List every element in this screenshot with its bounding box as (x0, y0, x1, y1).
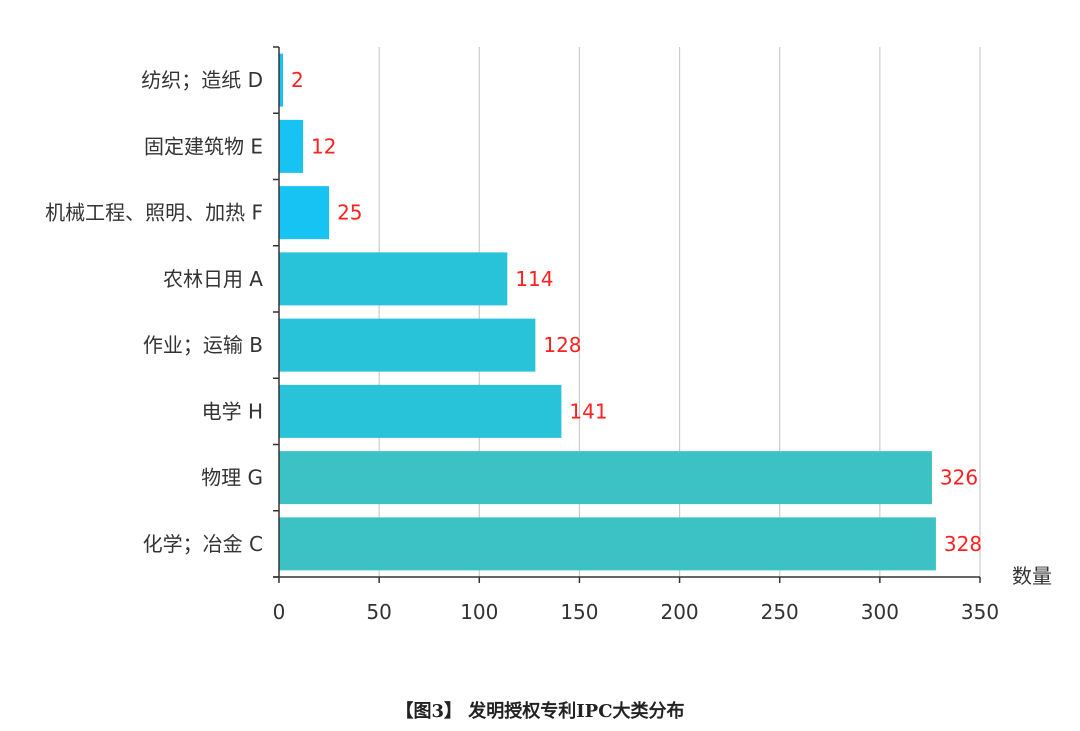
bar-1 (279, 119, 304, 173)
category-label-3: 农林日用 A (163, 267, 263, 291)
category-label-4: 作业；运输 B (143, 333, 263, 357)
data-label-0: 2 (291, 68, 304, 92)
bar-chart: 2 纺织；造纸 D 12 固定建筑物 E 25 机械工程、照明、加热 F 114 农林日用 A… (45, 46, 1052, 624)
x-tick-label-7: 350 (961, 600, 999, 624)
category-label-5: 电学 H (202, 399, 263, 423)
x-tick-label-5: 250 (761, 600, 799, 624)
data-label-3: 114 (515, 267, 553, 291)
category-label-6: 物理 G (201, 466, 263, 490)
x-tick-label-4: 200 (660, 600, 698, 624)
bar-7 (279, 517, 936, 571)
x-tick-label-0: 0 (273, 600, 286, 624)
bar-3 (279, 252, 508, 306)
bar-5 (279, 384, 562, 438)
x-tick-label-1: 50 (366, 600, 391, 624)
category-label-7: 化学；冶金 C (143, 532, 263, 556)
bar-2 (279, 186, 330, 240)
data-label-1: 12 (311, 134, 336, 158)
data-label-6: 326 (940, 466, 978, 490)
bar-4 (279, 318, 536, 372)
data-label-7: 328 (944, 532, 982, 556)
category-label-0: 纺织；造纸 D (141, 68, 263, 92)
bar-6 (279, 451, 932, 505)
data-label-5: 141 (569, 399, 607, 423)
data-label-4: 128 (543, 333, 581, 357)
figure-caption: 【图3】 发明授权专利IPC大类分布 (395, 701, 685, 722)
x-tick-label-2: 100 (460, 600, 498, 624)
x-axis-title: 数量 (1012, 564, 1052, 588)
bar-0 (279, 53, 284, 107)
x-tick-label-6: 300 (861, 600, 899, 624)
data-label-2: 25 (337, 201, 362, 225)
category-label-1: 固定建筑物 E (144, 134, 263, 158)
category-label-2: 机械工程、照明、加热 F (45, 201, 263, 225)
x-tick-label-3: 150 (560, 600, 598, 624)
